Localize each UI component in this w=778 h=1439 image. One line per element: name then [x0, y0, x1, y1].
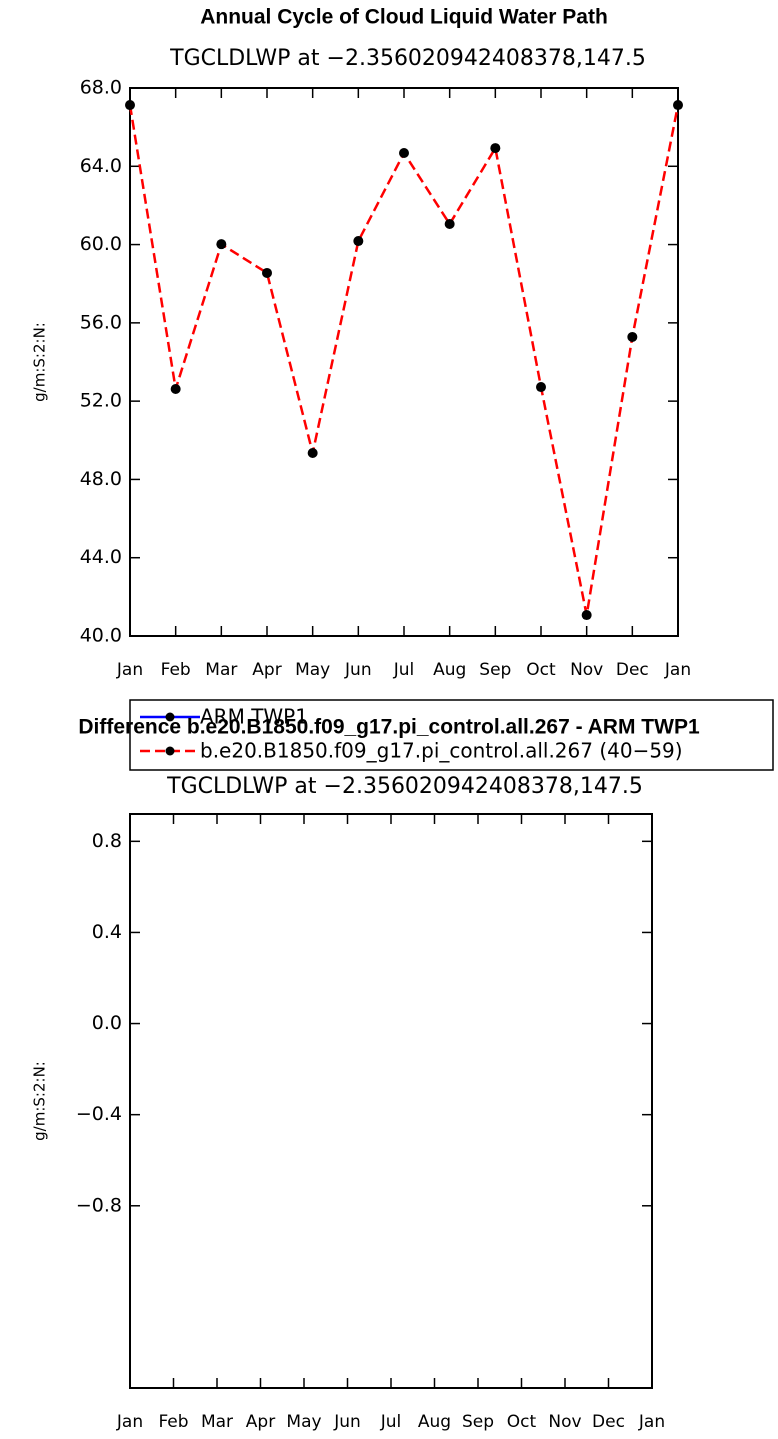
data-point: [262, 267, 272, 278]
x-tick-label: Aug: [418, 1412, 451, 1432]
y-tick-label: −0.8: [76, 1194, 122, 1216]
data-point: [490, 143, 501, 154]
x-tick-label: Apr: [246, 1412, 275, 1432]
data-point: [444, 219, 455, 230]
data-point: [307, 448, 318, 459]
y-tick-label: 44.0: [80, 546, 122, 568]
x-tick-label: Jun: [344, 660, 372, 680]
x-tick-label: Jan: [664, 660, 691, 680]
x-tick-label: Feb: [158, 1412, 188, 1432]
y-tick-label: −0.4: [76, 1103, 122, 1125]
y-tick-label: 52.0: [80, 390, 122, 412]
legend-box: [129, 699, 774, 771]
legend-label: ARM TWP1: [200, 705, 308, 729]
x-tick-label: Oct: [526, 660, 556, 680]
chart-title: Difference b.e20.B1850.f09_g17.pi_contro…: [78, 716, 700, 739]
chart-subtitle: TGCLDLWP at −2.356020942408378,147.5: [169, 46, 646, 71]
legend-marker: [165, 746, 175, 756]
data-point: [536, 382, 546, 393]
y-axis-label: g/m:S:2:N:: [31, 322, 49, 402]
legend-marker: [165, 712, 175, 722]
x-tick-label: May: [295, 660, 330, 680]
y-tick-label: 48.0: [80, 468, 122, 490]
chart-subtitle: TGCLDLWP at −2.356020942408378,147.5: [166, 774, 643, 799]
data-point: [627, 331, 638, 342]
x-tick-label: Jul: [380, 1412, 402, 1432]
y-tick-label: 64.0: [80, 155, 122, 177]
y-tick-label: 60.0: [80, 233, 122, 255]
data-point: [399, 147, 409, 158]
x-tick-label: Oct: [507, 1412, 537, 1432]
x-tick-label: May: [286, 1412, 321, 1432]
y-tick-label: 0.8: [92, 830, 122, 852]
y-axis-label: g/m:S:2:N:: [31, 1061, 49, 1141]
y-tick-label: 0.4: [92, 921, 122, 943]
plot-frame: [129, 87, 679, 637]
x-tick-label: Jan: [116, 1412, 143, 1432]
data-point: [353, 236, 364, 247]
x-tick-label: Mar: [205, 660, 237, 680]
x-tick-label: Jan: [116, 660, 143, 680]
x-tick-label: Jul: [393, 660, 415, 680]
x-tick-label: Jan: [638, 1412, 665, 1432]
x-tick-label: Nov: [548, 1412, 581, 1432]
y-tick-label: 40.0: [80, 625, 122, 647]
y-tick-label: 56.0: [80, 311, 122, 333]
x-tick-label: Mar: [201, 1412, 233, 1432]
x-tick-label: Dec: [592, 1412, 625, 1432]
data-point: [125, 100, 135, 111]
y-tick-label: 0.0: [92, 1012, 122, 1034]
x-tick-label: Apr: [252, 660, 281, 680]
series-line: [128, 104, 680, 616]
x-tick-label: Dec: [616, 660, 649, 680]
data-point: [673, 100, 683, 111]
plot-frame: [129, 813, 653, 1389]
chart-title: Annual Cycle of Cloud Liquid Water Path: [200, 6, 608, 29]
x-tick-label: Sep: [462, 1412, 494, 1432]
data-point: [170, 384, 181, 395]
data-point: [216, 239, 227, 250]
data-point: [581, 610, 592, 621]
x-tick-label: Aug: [433, 660, 466, 680]
legend-label: b.e20.B1850.f09_g17.pi_control.all.267 (…: [200, 739, 683, 763]
x-tick-label: Nov: [570, 660, 603, 680]
y-tick-label: 68.0: [80, 77, 122, 99]
x-tick-label: Sep: [479, 660, 511, 680]
x-tick-label: Feb: [161, 660, 191, 680]
x-tick-label: Jun: [333, 1412, 361, 1432]
